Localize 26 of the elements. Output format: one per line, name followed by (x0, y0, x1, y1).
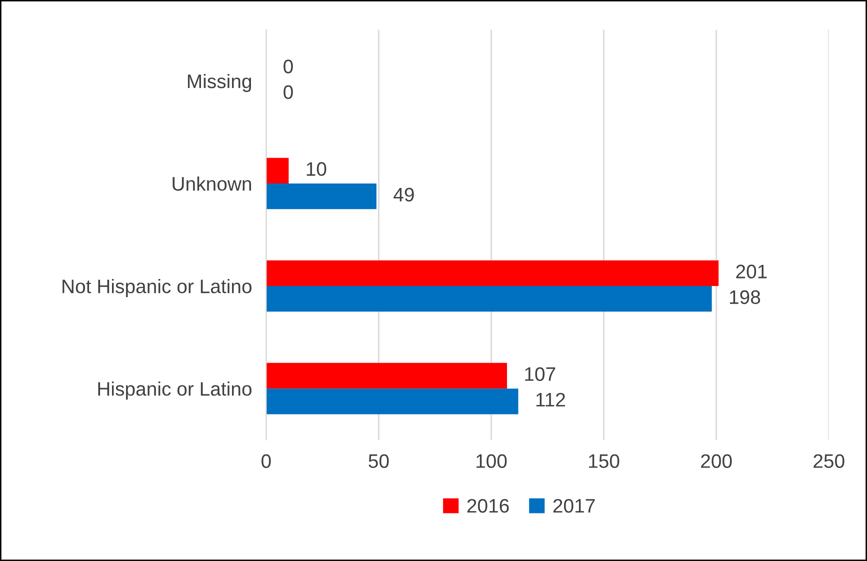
legend-label: 2017 (553, 498, 595, 513)
bar (266, 158, 289, 184)
data-label: 112 (536, 392, 565, 406)
legend-label: 2016 (467, 498, 509, 513)
y-tick-label: Hispanic or Latino (98, 382, 252, 400)
bar (266, 260, 719, 286)
data-label: 198 (730, 290, 760, 304)
y-tick-label: Not Hispanic or Latino (62, 278, 252, 298)
x-tick-label: 200 (701, 454, 732, 468)
x-tick-label: 50 (368, 454, 389, 468)
data-label: 49 (394, 188, 414, 202)
data-label: 0 (284, 60, 293, 74)
bar (266, 286, 712, 312)
y-tick-label: Unknown (172, 176, 252, 191)
data-label: 0 (284, 85, 293, 100)
x-tick-label: 150 (589, 454, 620, 468)
bar (266, 184, 376, 210)
data-label: 10 (306, 162, 326, 176)
data-label: 201 (736, 264, 767, 278)
x-tick-label: 100 (476, 454, 507, 468)
x-tick-label: 250 (814, 454, 844, 468)
y-tick-label: Missing (188, 74, 252, 92)
bar (266, 362, 507, 389)
data-label: 107 (525, 367, 556, 381)
bar (266, 388, 518, 414)
x-tick-label: 0 (262, 454, 271, 468)
